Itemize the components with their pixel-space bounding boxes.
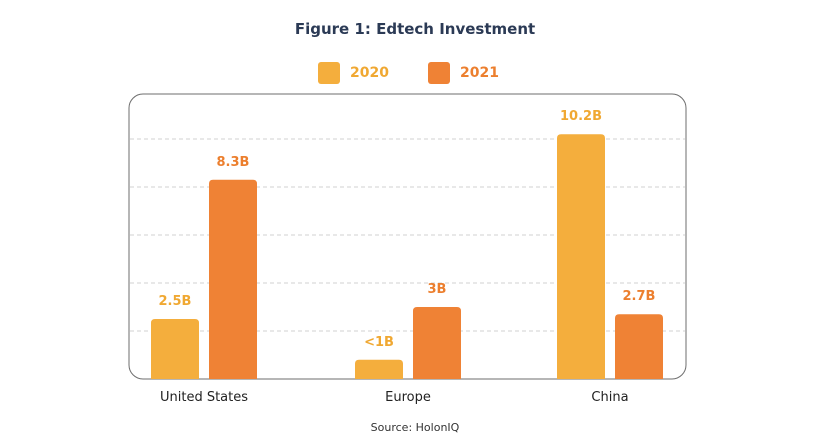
data-label: 10.2B	[560, 109, 602, 124]
plot-frame	[128, 93, 687, 380]
legend-item-2021: 2021	[428, 62, 499, 84]
x-tick-label: China	[591, 390, 628, 405]
chart-title: Figure 1: Edtech Investment	[294, 20, 536, 38]
data-label: 8.3B	[217, 155, 250, 170]
legend-item-2020: 2020	[318, 62, 389, 84]
legend-swatch-2020	[318, 62, 340, 84]
data-label: 2.7B	[623, 289, 656, 304]
legend-label-2021: 2021	[460, 65, 499, 81]
x-tick-label: Europe	[385, 390, 431, 405]
legend-swatch-2021	[428, 62, 450, 84]
source-note: Source: HolonIQ	[370, 421, 460, 434]
bar-2020-europe	[355, 359, 403, 379]
x-tick-label: United States	[160, 390, 248, 405]
bar-2020-china	[557, 134, 605, 379]
legend-label-2020: 2020	[350, 65, 389, 81]
data-label: 3B	[428, 282, 447, 297]
legend: 2020 2021	[0, 62, 830, 86]
bar-2021-europe	[413, 307, 461, 379]
bar-2021-china	[615, 314, 663, 379]
bar-2020-united-states	[151, 319, 199, 379]
data-label: 2.5B	[159, 294, 192, 309]
data-label: <1B	[364, 335, 394, 350]
bar-2021-united-states	[209, 179, 257, 379]
